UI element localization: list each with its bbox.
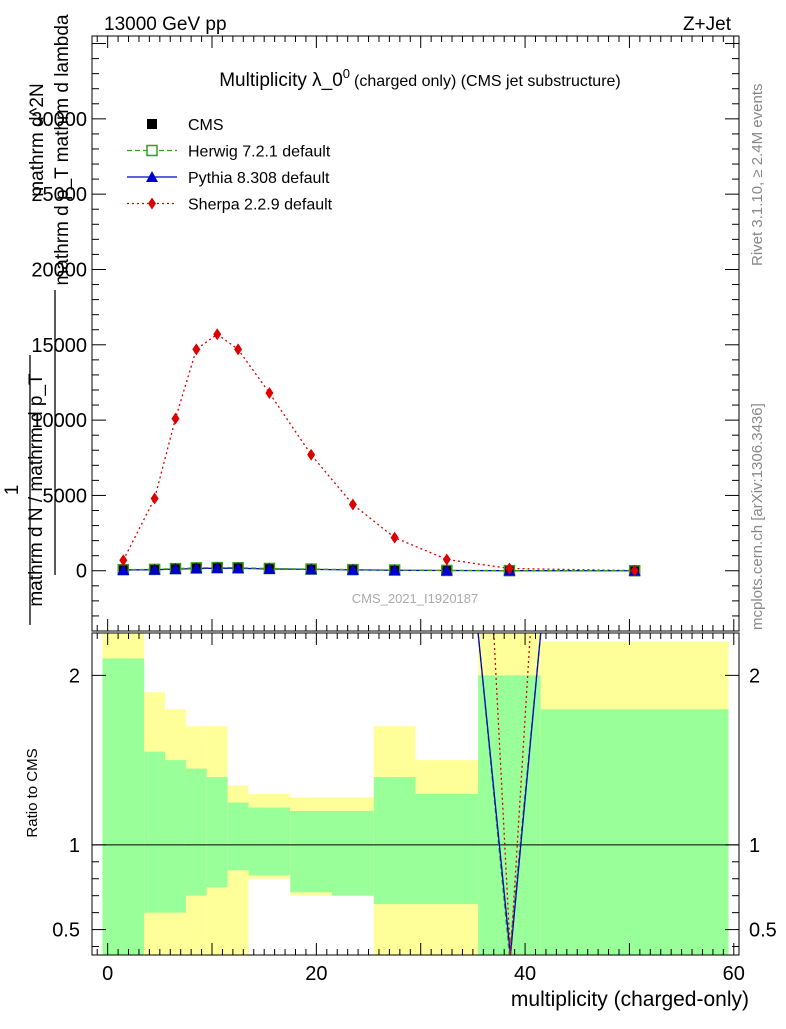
- ratio-y-tick-label-left: 2: [69, 665, 80, 687]
- main-plot-panel: 0 5000 10000 15000 20000 25000 30000 Multiplic…: [31, 35, 740, 632]
- data-point-pythia-8-308-default-6: [263, 562, 276, 574]
- legend-entry-label: Herwig 7.2.1 default: [188, 144, 331, 161]
- data-point-pythia-8-308-default-10: [440, 564, 453, 576]
- main-y-tick-label: 30000: [31, 109, 87, 131]
- main-series-group: [117, 328, 641, 577]
- data-point-sherpa-2-2-9-default-2: [171, 412, 180, 425]
- main-y-tick-label: 5000: [43, 485, 88, 507]
- ratio-x-tick-label: 0: [102, 963, 113, 985]
- data-point-sherpa-2-2-9-default-6: [265, 387, 274, 399]
- plot-title-superscript: 0: [343, 66, 350, 81]
- data-point-pythia-8-308-default-3: [190, 562, 203, 574]
- data-point-sherpa-2-2-9-default-1: [150, 492, 159, 505]
- ratio-x-tick-label: 20: [305, 963, 327, 985]
- data-point-pythia-8-308-default-9: [388, 564, 401, 576]
- main-axis-ticks: 0 5000 10000 15000 20000 25000 30000: [31, 36, 739, 632]
- data-point-sherpa-2-2-9-default-3: [192, 343, 201, 356]
- legend-entry-label: Sherpa 2.2.9 default: [188, 197, 333, 214]
- plot-title-main: Multiplicity λ_0: [219, 70, 343, 91]
- y-label-line-2: mathrm d N / mathrm d p_T: [26, 373, 47, 607]
- data-point-sherpa-2-2-9-default-12: [630, 564, 639, 577]
- data-point-pythia-8-308-default-0: [117, 563, 130, 575]
- legend-entry-label: Pythia 8.308 default: [188, 170, 330, 187]
- legend-entry-label: CMS: [188, 117, 224, 134]
- ratio-band-inner: [478, 675, 541, 955]
- data-point-sherpa-2-2-9-default-5: [234, 343, 243, 356]
- ratio-y-tick-label-right: 1: [749, 835, 760, 857]
- mcplots-reference-label: mcplots.cern.ch [arXiv:1306.3436]: [749, 403, 766, 630]
- legend: CMS Herwig 7.2.1 default Pythia 8.308 defa…: [127, 117, 333, 214]
- ratio-band-inner: [102, 658, 145, 955]
- ratio-band-inner: [248, 807, 291, 876]
- ratio-y-tick-label-left: 0.5: [52, 920, 80, 942]
- main-y-tick-label: 25000: [31, 184, 87, 206]
- main-y-label: 1 mathrm d N / mathrm d p_T mathrm d^2N …: [2, 14, 73, 625]
- legend-marker: [146, 171, 158, 182]
- process-label: Z+Jet: [683, 14, 732, 35]
- analysis-watermark: CMS_2021_I1920187: [352, 591, 479, 606]
- ratio-band-inner: [373, 777, 416, 905]
- data-point-pythia-8-308-default-4: [211, 562, 224, 574]
- ratio-band-inner: [290, 810, 333, 893]
- y-label-line-1: 1: [2, 485, 23, 496]
- y-label-line-4: mathrm d p_T mathrm d lambda: [52, 14, 73, 285]
- data-point-sherpa-2-2-9-default-11: [505, 562, 514, 575]
- legend-marker: [146, 144, 158, 157]
- ratio-band-inner: [165, 760, 186, 913]
- ratio-y-tick-label-right: 2: [749, 665, 760, 687]
- rivet-version-label: Rivet 3.1.10, ≥ 2.4M events: [749, 84, 766, 267]
- main-y-tick-label: 0: [76, 561, 87, 583]
- data-point-pythia-8-308-default-2: [169, 563, 182, 575]
- energy-label: 13000 GeV pp: [104, 14, 227, 35]
- ratio-y-tick-label-left: 1: [69, 835, 80, 857]
- data-point-pythia-8-308-default-7: [305, 563, 318, 575]
- ratio-axis-ticks: 0 20 40 600.5 0.51 12 2: [52, 633, 777, 985]
- ratio-band-inner: [185, 768, 207, 896]
- data-point-pythia-8-308-default-1: [148, 563, 161, 575]
- data-point-sherpa-2-2-9-default-7: [307, 448, 316, 461]
- main-y-tick-label: 20000: [31, 259, 87, 281]
- ratio-x-tick-label: 60: [723, 963, 745, 985]
- ratio-band-inner: [332, 810, 374, 896]
- ratio-plot-frame: [91, 632, 740, 956]
- data-point-pythia-8-308-default-8: [346, 563, 359, 575]
- data-point-sherpa-2-2-9-default-4: [213, 328, 222, 341]
- ratio-band-inner: [415, 794, 479, 905]
- main-plot-frame: [91, 35, 740, 632]
- ratio-uncertainty-bands: [102, 633, 729, 955]
- plot-subtitle: (charged only) (CMS jet substructure): [354, 73, 621, 90]
- y-label-line-3: mathrm d^2N: [27, 83, 48, 196]
- series-line-sherpa-2-2-9-default: [122, 333, 635, 572]
- data-point-sherpa-2-2-9-default-0: [119, 554, 128, 567]
- ratio-x-tick-label: 40: [514, 963, 536, 985]
- ratio-band-inner: [540, 709, 729, 955]
- data-point-sherpa-2-2-9-default-9: [390, 531, 399, 544]
- plot-title: Multiplicity λ_00 (charged only) (CMS jet…: [219, 66, 621, 91]
- ratio-band-inner: [144, 751, 166, 913]
- ratio-plot-panel: 0 20 40 600.5 0.51 12 2 Ratio to CMS multiplic…: [24, 632, 777, 1011]
- ratio-band-inner: [227, 802, 249, 871]
- ratio-y-label: Ratio to CMS: [24, 748, 41, 837]
- main-y-tick-label: 10000: [31, 410, 87, 432]
- data-point-sherpa-2-2-9-default-8: [348, 498, 357, 511]
- ratio-y-tick-label-right: 0.5: [749, 920, 777, 942]
- ratio-band-inner: [206, 777, 228, 888]
- x-axis-label: multiplicity (charged-only): [511, 988, 749, 1011]
- data-point-pythia-8-308-default-5: [232, 562, 245, 574]
- legend-marker: [147, 119, 157, 129]
- data-point-sherpa-2-2-9-default-10: [442, 553, 451, 566]
- legend-marker: [148, 197, 156, 210]
- main-y-tick-label: 15000: [31, 335, 87, 357]
